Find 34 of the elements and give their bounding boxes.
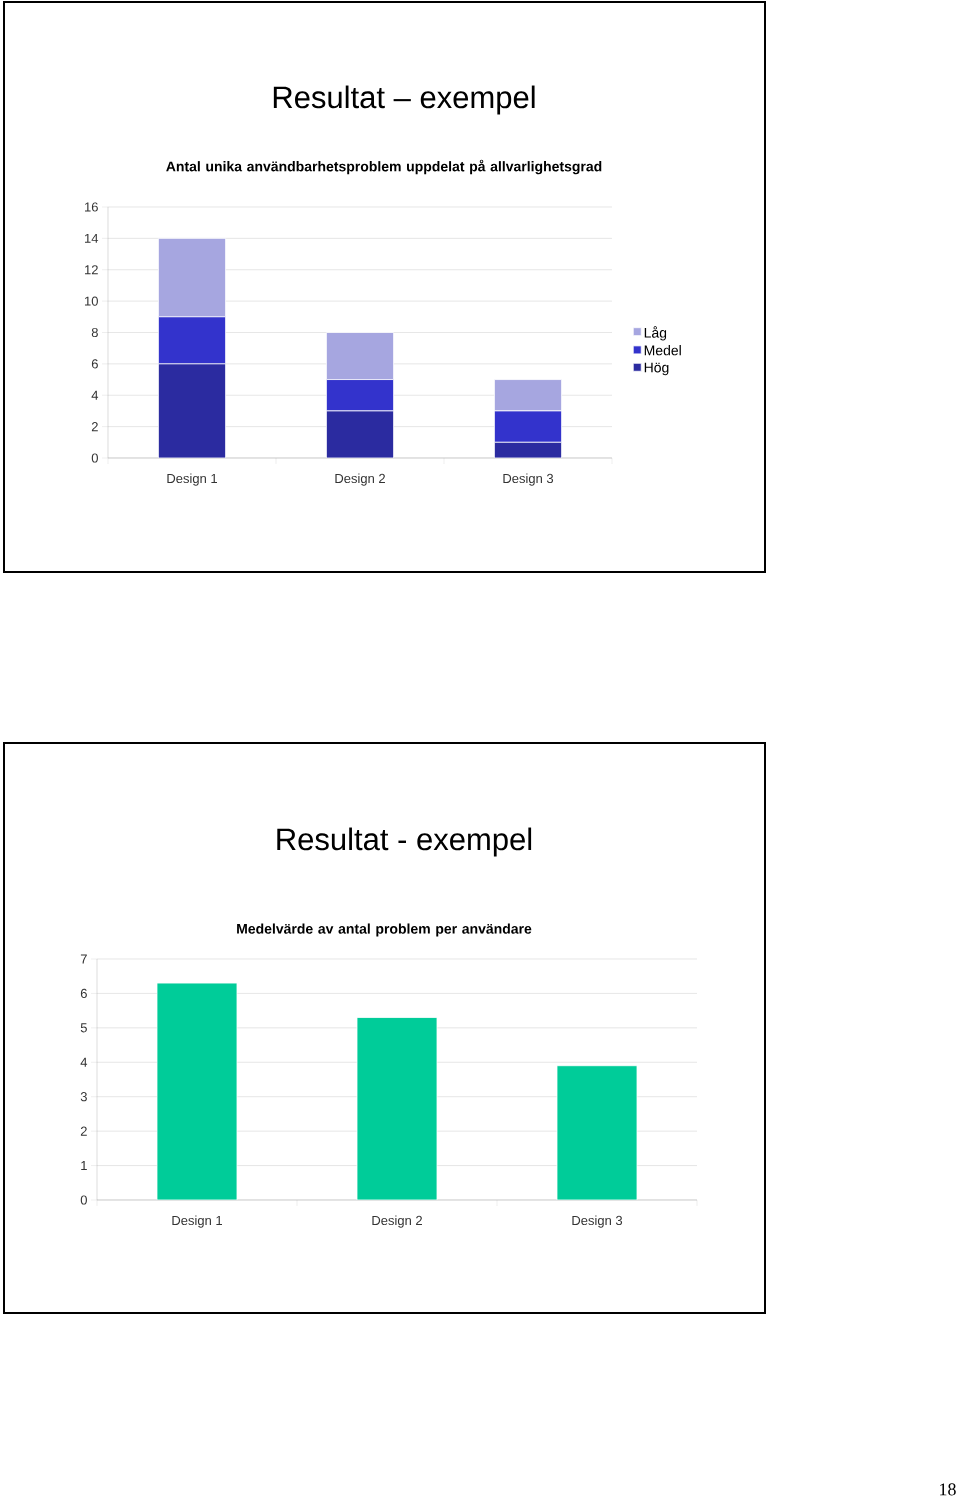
- y-tick-label: 0: [80, 1195, 87, 1205]
- chart-subtitle: Medelvärde av antal problem per användare: [237, 923, 532, 937]
- y-tick-label: 12: [84, 265, 98, 275]
- y-tick-label: 3: [80, 1092, 87, 1102]
- legend-label: Låg: [644, 326, 667, 341]
- y-tick-label: 16: [84, 202, 98, 212]
- legend-label: Medel: [644, 345, 681, 356]
- x-tick-label: Design 1: [167, 473, 217, 486]
- x-tick-label: Design 2: [372, 1215, 422, 1228]
- chart-title: Resultat – exempel: [273, 85, 535, 115]
- chart-title: Resultat - exempel: [277, 827, 532, 857]
- legend-label: Hög: [644, 362, 669, 376]
- y-tick-label: 6: [80, 988, 87, 999]
- y-tick-label: 2: [91, 422, 98, 432]
- y-tick-label: 4: [91, 390, 99, 400]
- y-tick-label: 4: [80, 1057, 88, 1067]
- y-tick-label: 1: [81, 1161, 87, 1171]
- text: 18: [940, 1483, 956, 1496]
- x-tick-label: Design 3: [572, 1215, 623, 1228]
- chart-subtitle: Antal unika användbarhetsproblem uppdelat på allvarlighetsgrad: [166, 159, 602, 175]
- bar: [156, 982, 238, 1200]
- y-tick-label: 7: [80, 954, 87, 964]
- y-tick-label: 0: [91, 453, 98, 463]
- x-tick-label: Design 3: [503, 473, 554, 486]
- y-tick-label: 2: [80, 1126, 87, 1136]
- x-tick-label: Design 1: [172, 1215, 223, 1228]
- bar: [556, 1065, 638, 1200]
- y-tick-label: 14: [84, 233, 99, 243]
- bar: [356, 1017, 438, 1200]
- y-tick-label: 8: [91, 327, 98, 338]
- x-tick-label: Design 2: [335, 473, 385, 486]
- y-tick-label: 5: [80, 1023, 87, 1033]
- y-tick-label: 10: [84, 296, 98, 306]
- y-tick-label: 6: [91, 359, 98, 369]
